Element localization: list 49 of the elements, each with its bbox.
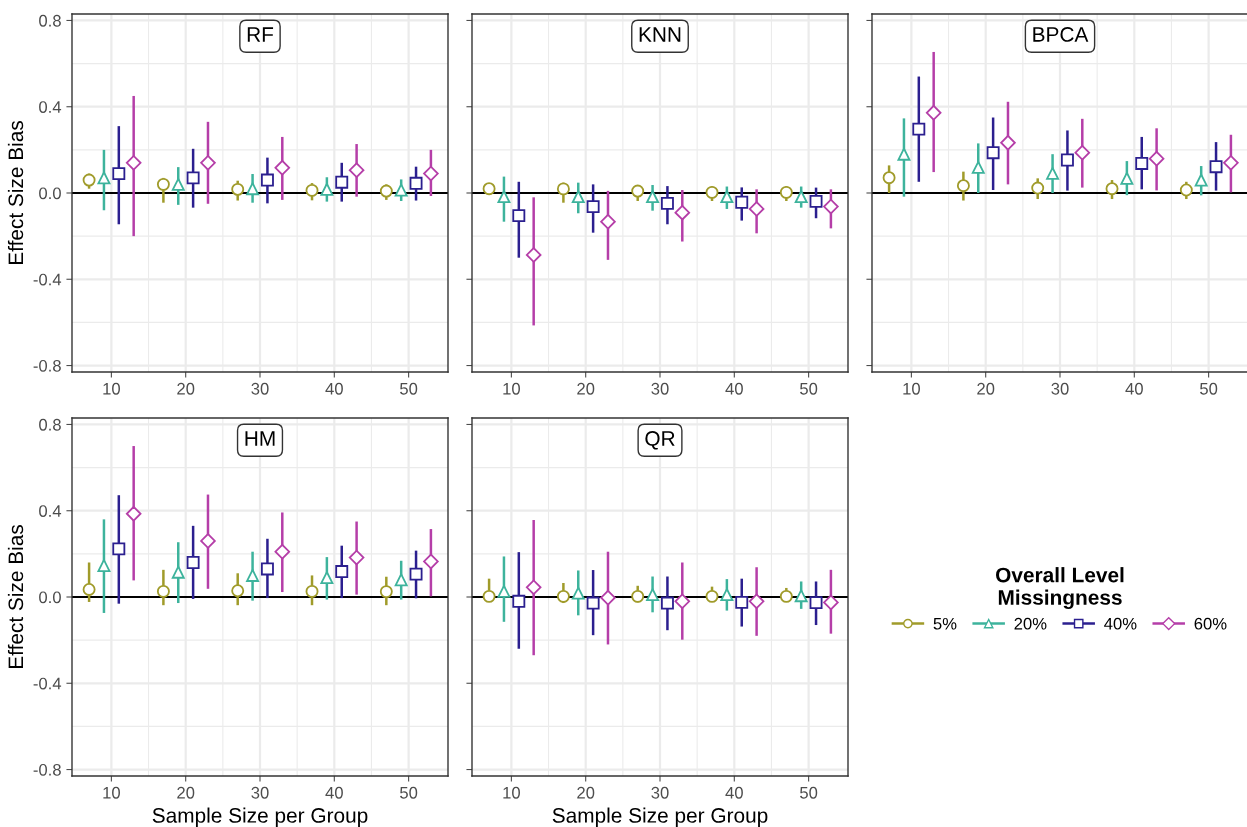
y-tick-label: -0.4 [33, 677, 62, 690]
x-tick-label: 30 [251, 786, 269, 799]
x-tick-label: 50 [1200, 382, 1218, 395]
x-tick-label: 40 [325, 382, 343, 395]
x-tick-label: 10 [503, 786, 520, 799]
x-tick-label: 20 [977, 382, 995, 395]
legend-label: 20% [1014, 617, 1047, 630]
x-tick-label: 30 [651, 382, 669, 395]
y-tick-label: -0.8 [33, 763, 61, 776]
legend-label: 60% [1194, 617, 1227, 630]
x-tick-label: 20 [577, 382, 595, 395]
x-tick-label: 30 [1051, 382, 1069, 395]
legend-label: 40% [1104, 617, 1137, 630]
y-tick-label: 0.0 [39, 187, 61, 200]
x-tick-label: 50 [400, 382, 418, 395]
x-tick-label: 50 [800, 786, 818, 799]
y-tick-label: -0.4 [33, 273, 62, 286]
chart-title: BPCA [1033, 27, 1089, 42]
x-tick-label: 10 [103, 786, 120, 799]
x-tick-label: 40 [725, 786, 743, 799]
y-tick-label: 0.8 [39, 14, 61, 27]
chart-title: HM [245, 431, 275, 446]
x-tick-label: 10 [503, 382, 520, 395]
legend-title: Overall Level Missingness [996, 567, 1124, 610]
x-axis-title: Sample Size per Group [552, 807, 768, 827]
x-tick-label: 40 [725, 382, 743, 395]
y-tick-label: 0.4 [39, 101, 62, 113]
y-tick-label: 0.0 [39, 591, 61, 604]
x-tick-label: 30 [651, 786, 669, 799]
x-tick-label: 50 [800, 382, 818, 395]
chart-title: KNN [639, 27, 681, 42]
y-tick-label: -0.8 [33, 359, 61, 372]
x-tick-label: 20 [177, 382, 195, 395]
y-axis-title: Effect Size Bias [7, 524, 24, 669]
x-tick-label: 40 [1125, 382, 1143, 395]
x-tick-label: 30 [251, 382, 269, 395]
x-tick-label: 50 [400, 786, 418, 799]
x-axis-title: Sample Size per Group [152, 807, 368, 827]
y-axis-title: Effect Size Bias [7, 120, 24, 265]
legend-label: 5% [933, 617, 957, 630]
text: QR [645, 431, 675, 450]
x-tick-label: 20 [177, 786, 195, 799]
x-tick-label: 10 [903, 382, 920, 395]
y-tick-label: 0.4 [39, 505, 62, 517]
x-tick-label: 40 [325, 786, 343, 799]
x-tick-label: 10 [103, 382, 120, 395]
chart-title: RF [247, 27, 274, 42]
y-tick-label: 0.8 [39, 418, 61, 431]
x-tick-label: 20 [577, 786, 595, 799]
